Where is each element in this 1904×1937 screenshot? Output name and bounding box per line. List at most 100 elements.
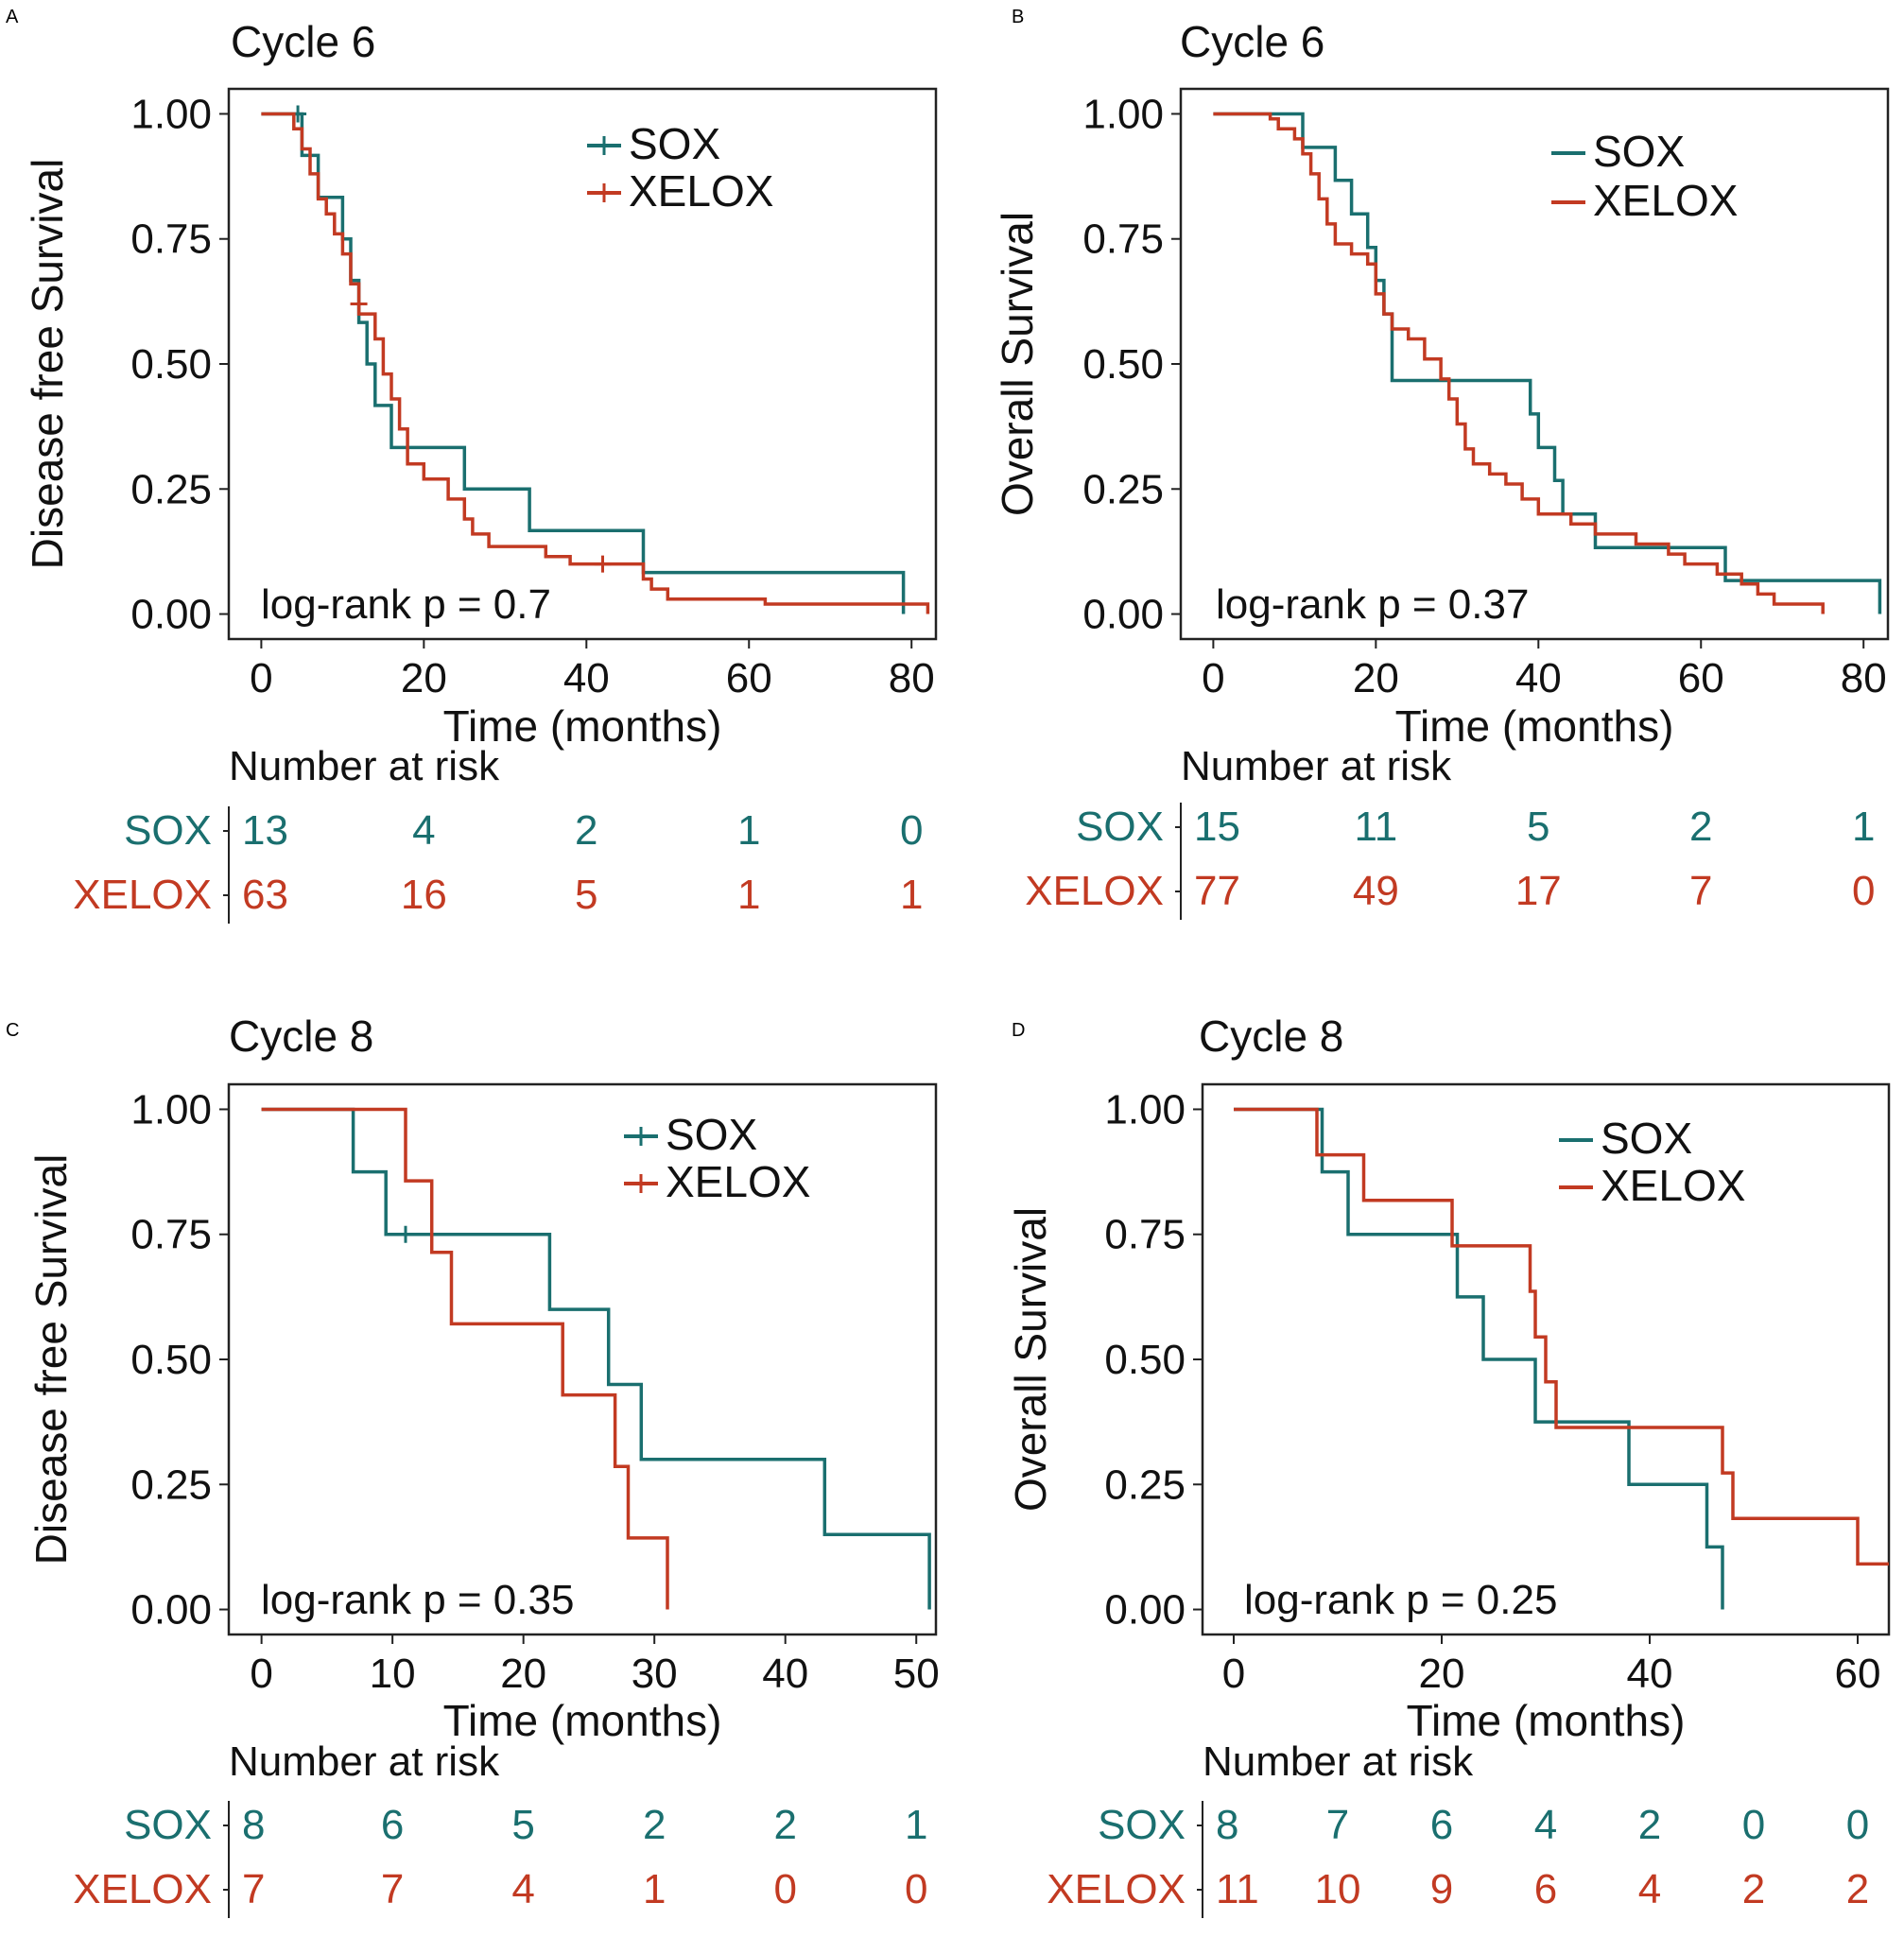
risk-count-xelox: 6	[1534, 1866, 1557, 1912]
y-tick-label: 0.25	[130, 1461, 212, 1508]
y-axis-title: Overall Survival	[1006, 1207, 1055, 1512]
legend-label: SOX	[1601, 1114, 1692, 1163]
y-tick-label: 0.75	[130, 216, 212, 263]
legend-item-xelox: XELOX	[587, 166, 773, 216]
risk-table: Number at risk SOX 8 6 5 2 2 1 XELOX 7 7 4 1 0 0	[73, 1738, 927, 1918]
risk-count-xelox: 1	[737, 872, 760, 918]
risk-count-xelox: 2	[1742, 1866, 1765, 1912]
km-curve-sox	[1234, 1107, 1724, 1610]
km-curve-sox	[261, 1107, 931, 1610]
risk-count-xelox: 4	[511, 1866, 534, 1912]
km-curve-xelox	[1213, 112, 1825, 614]
y-tick-label: 0.50	[130, 341, 212, 388]
km-curve-xelox	[1234, 1107, 1889, 1566]
risk-count-xelox: 10	[1315, 1866, 1361, 1912]
x-tick-label: 0	[1202, 655, 1224, 701]
y-axis-title: Disease free Survival	[23, 159, 72, 570]
y-tick-label: 0.50	[1104, 1337, 1186, 1383]
legend-label: XELOX	[666, 1157, 810, 1206]
x-tick-label: 20	[500, 1651, 546, 1697]
censor-mark-xelox	[350, 295, 368, 313]
chart-title: Cycle 6	[1180, 17, 1324, 66]
x-tick-label: 30	[632, 1651, 678, 1697]
logrank-pvalue: log-rank p = 0.25	[1244, 1577, 1557, 1623]
risk-row-label-xelox: XELOX	[1047, 1866, 1186, 1912]
risk-count-xelox: 49	[1353, 868, 1399, 914]
y-tick-label: 0.25	[130, 466, 212, 512]
risk-count-sox: 13	[242, 807, 288, 854]
risk-count-sox: 8	[1216, 1802, 1238, 1848]
x-tick-label: 0	[250, 655, 272, 701]
logrank-pvalue: log-rank p = 0.37	[1216, 581, 1529, 628]
risk-row-label-sox: SOX	[124, 807, 212, 854]
y-tick-label: 0.00	[130, 1587, 212, 1634]
risk-count-xelox: 7	[242, 1866, 265, 1912]
risk-count-xelox: 16	[401, 872, 447, 918]
legend-item-sox: SOX	[1559, 1114, 1692, 1163]
censor-mark-sox	[397, 1225, 414, 1243]
x-tick-label: 40	[1627, 1651, 1673, 1697]
y-tick-label: 1.00	[1104, 1086, 1186, 1133]
risk-count-sox: 2	[643, 1802, 666, 1848]
panel-letter: D	[1012, 1020, 1025, 1041]
x-tick-label: 60	[1678, 655, 1724, 701]
y-tick-label: 0.50	[1082, 341, 1164, 388]
risk-count-xelox: 5	[575, 872, 597, 918]
risk-table-title: Number at risk	[229, 1738, 500, 1785]
risk-table-title: Number at risk	[1203, 1738, 1474, 1785]
plot-frame	[227, 87, 938, 641]
risk-count-sox: 5	[1527, 804, 1549, 850]
risk-count-xelox: 9	[1430, 1866, 1453, 1912]
y-tick-label: 0.75	[1082, 216, 1164, 263]
risk-count-sox: 0	[1742, 1802, 1765, 1848]
logrank-pvalue: log-rank p = 0.7	[261, 581, 551, 628]
y-tick-label: 0.00	[1104, 1587, 1186, 1634]
y-tick-label: 0.00	[1082, 592, 1164, 638]
km-curve-xelox	[261, 112, 930, 614]
x-tick-label: 80	[1841, 655, 1887, 701]
risk-count-xelox: 0	[773, 1866, 796, 1912]
risk-table-title: Number at risk	[1181, 743, 1452, 789]
legend-item-xelox: XELOX	[1559, 1161, 1745, 1210]
plot-frame	[227, 1082, 938, 1636]
risk-count-sox: 8	[242, 1802, 265, 1848]
x-tick-label: 10	[370, 1651, 416, 1697]
y-tick-label: 0.50	[130, 1337, 212, 1383]
panel-letter: B	[1012, 7, 1024, 27]
risk-count-sox: 1	[1852, 804, 1875, 850]
risk-count-xelox: 0	[905, 1866, 927, 1912]
x-axis-title: Time (months)	[443, 701, 722, 751]
x-tick-label: 20	[1353, 655, 1399, 701]
km-panel-b: B Cycle 60.000.250.500.751.000 20 40 60 80Tim…	[993, 7, 1890, 920]
legend-label: XELOX	[1593, 176, 1738, 225]
risk-count-xelox: 2	[1846, 1866, 1869, 1912]
risk-table: Number at risk SOX 8 7 6 4 2 0 0 XELOX 11 10 9 6 4 2 2	[1047, 1738, 1869, 1918]
risk-row-label-xelox: XELOX	[73, 1866, 212, 1912]
x-tick-label: 50	[893, 1651, 940, 1697]
risk-count-xelox: 1	[900, 872, 923, 918]
risk-count-xelox: 1	[643, 1866, 666, 1912]
chart-title: Cycle 8	[229, 1012, 373, 1061]
y-tick-label: 0.75	[130, 1212, 212, 1258]
risk-count-sox: 2	[1638, 1802, 1661, 1848]
km-curve-sox	[1213, 112, 1882, 614]
legend-item-sox: SOX	[624, 1110, 757, 1159]
y-tick-label: 0.75	[1104, 1212, 1186, 1258]
x-tick-label: 40	[1515, 655, 1562, 701]
risk-count-sox: 4	[1534, 1802, 1557, 1848]
km-curve-xelox	[261, 1107, 669, 1610]
x-tick-label: 40	[563, 655, 610, 701]
x-tick-label: 60	[726, 655, 772, 701]
y-axis-title: Disease free Survival	[26, 1154, 76, 1565]
y-tick-label: 0.00	[130, 592, 212, 638]
risk-count-xelox: 77	[1194, 868, 1240, 914]
risk-count-sox: 0	[1846, 1802, 1869, 1848]
legend-label: XELOX	[1601, 1161, 1745, 1210]
legend-item-sox: SOX	[587, 119, 720, 168]
risk-row-label-sox: SOX	[1076, 804, 1164, 850]
x-tick-label: 80	[889, 655, 935, 701]
risk-row-label-xelox: XELOX	[1025, 868, 1164, 914]
risk-table-title: Number at risk	[229, 743, 500, 789]
chart-title: Cycle 6	[231, 17, 375, 66]
